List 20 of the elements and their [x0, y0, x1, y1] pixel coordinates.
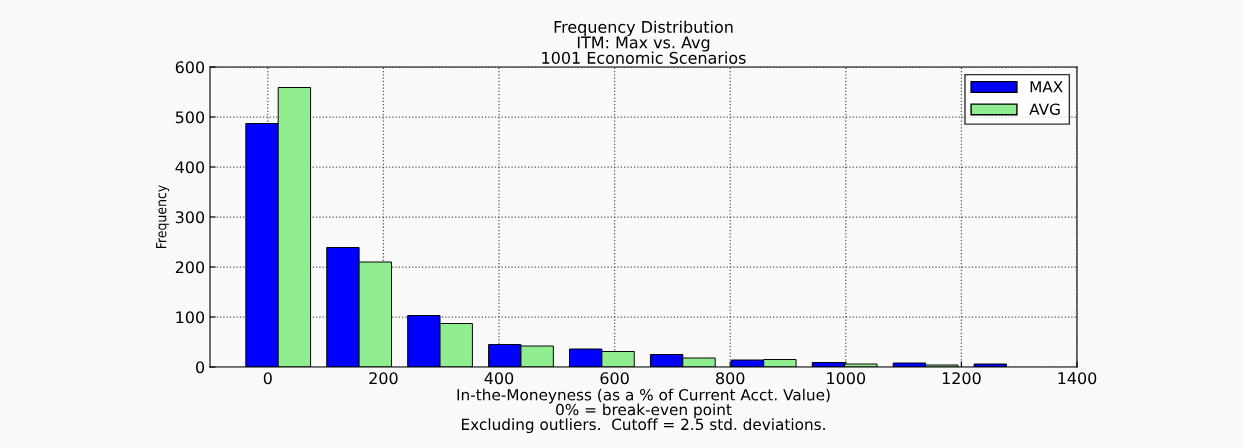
x-tick-label: 1400	[1058, 372, 1097, 385]
y-tick-label: 600	[175, 61, 205, 74]
x-tick-label: 400	[484, 372, 514, 385]
x-axis-title: In-the-Moneyness (as a % of Current Acct. Value) 0% = break-even point Excluding outliers. Cutoff = 2.5 std. deviations.	[457, 388, 830, 434]
y-tick-label: 300	[175, 211, 205, 224]
x-tick-label: 200	[369, 372, 398, 385]
y-axis-title: Frequency	[156, 185, 170, 248]
y-tick-label: 0	[196, 361, 205, 374]
x-tick-label: 1200	[942, 372, 981, 385]
y-tick-label: 400	[175, 161, 205, 174]
y-tick-label: 100	[176, 311, 205, 324]
x-tick-label: 800	[716, 372, 745, 385]
legend-label: MAX	[1030, 81, 1063, 93]
x-tick-label: 600	[600, 372, 629, 385]
x-tick-label: 1000	[827, 372, 866, 385]
chart-title: Frequency Distribution ITM: Max vs. Avg 1001 Economic Scenarios	[542, 20, 746, 64]
y-tick-label: 200	[175, 261, 205, 274]
y-tick-label: 500	[175, 111, 205, 124]
legend-label: AVG	[1029, 103, 1060, 115]
x-tick-label: 0	[263, 372, 272, 385]
